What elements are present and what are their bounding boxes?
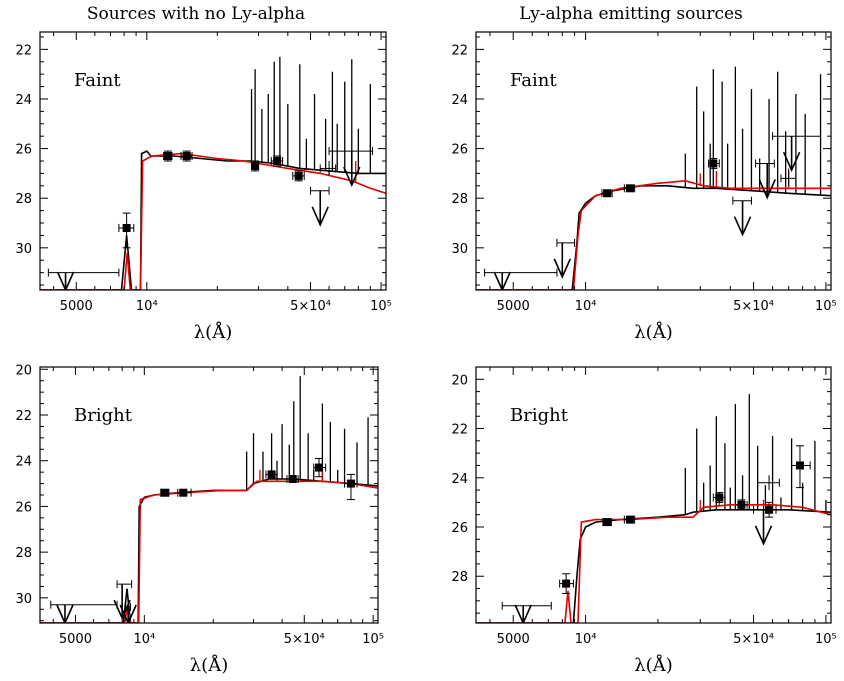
upper-limit-arrow xyxy=(514,604,532,623)
y-tick-label: 30 xyxy=(15,242,32,257)
x-axis-title: λ(Å) xyxy=(634,321,672,343)
x-tick-label: 5×10⁴ xyxy=(733,632,774,647)
data-point xyxy=(346,479,355,488)
data-point xyxy=(715,493,724,502)
data-point xyxy=(160,488,169,497)
chart-panel-3: 20 22 24 26 28 30 5000 10⁴ 5×10⁴ 10⁵ λ(Å) Bright xyxy=(15,363,384,676)
plot-frame xyxy=(475,366,832,624)
panel-label: Bright xyxy=(510,405,569,426)
upper-limit-arrow xyxy=(119,604,137,623)
y-tick-label: 26 xyxy=(15,500,32,515)
y-tick-label: 28 xyxy=(451,192,468,207)
y-tick-label: 28 xyxy=(451,570,468,585)
chart-panel-4: 20 22 24 26 28 5000 10⁴ 5×10⁴ 10⁵ λ(Å) Bright xyxy=(451,366,837,676)
sed-model-black xyxy=(40,478,378,623)
y-tick-label: 26 xyxy=(15,143,32,158)
upper-limit-arrow xyxy=(493,271,511,290)
data-point xyxy=(737,500,746,509)
sed-model-black xyxy=(476,185,831,290)
upper-limit-arrow xyxy=(758,179,776,200)
y-tick-label: 24 xyxy=(15,93,32,108)
sed-model-red xyxy=(476,179,831,290)
y-tick-label: 26 xyxy=(451,143,468,158)
plot-area xyxy=(476,66,831,290)
upper-limit-arrow xyxy=(343,166,361,188)
data-point xyxy=(294,171,303,180)
upper-limit-arrow xyxy=(311,206,329,227)
y-tick-label: 20 xyxy=(451,373,468,388)
sed-model-red xyxy=(40,480,378,623)
x-tick-label: 10⁵ xyxy=(815,299,837,314)
data-point xyxy=(182,152,191,161)
x-tick-label: 10⁵ xyxy=(370,299,392,314)
y-tick-label: 26 xyxy=(451,521,468,536)
upper-limit-arrow xyxy=(113,599,131,621)
data-point xyxy=(122,223,131,232)
panel-label: Faint xyxy=(74,70,121,91)
y-tick-label: 30 xyxy=(15,592,32,607)
data-point xyxy=(273,157,282,165)
x-axis-title: λ(Å) xyxy=(194,321,232,343)
y-tick-label: 22 xyxy=(15,409,32,424)
upper-limit-arrow xyxy=(553,258,572,279)
x-tick-label: 10⁵ xyxy=(815,632,837,647)
data-point xyxy=(625,515,634,524)
chart-panel-1: 22 24 26 28 30 5000 10⁴ 5×10⁴ 10⁵ λ(Å) Faint xyxy=(15,31,392,343)
x-tick-label: 10⁵ xyxy=(362,632,384,647)
sed-model-black xyxy=(40,150,386,290)
panel-label: Faint xyxy=(510,70,557,91)
x-tick-label: 10⁴ xyxy=(575,632,597,647)
y-tick-label: 22 xyxy=(451,43,468,58)
data-point xyxy=(603,189,612,198)
plot-area xyxy=(40,56,386,290)
y-tick-label: 28 xyxy=(15,546,32,561)
data-point xyxy=(562,579,571,588)
panel-label: Bright xyxy=(74,405,133,426)
chart-panel-2: 22 24 26 28 30 5000 10⁴ 5×10⁴ 10⁵ λ(Å) Faint xyxy=(451,31,837,343)
plot-area xyxy=(40,376,378,623)
x-tick-label: 5×10⁴ xyxy=(290,299,331,314)
sed-model-red xyxy=(40,152,386,290)
x-tick-label: 5×10⁴ xyxy=(733,299,774,314)
column-title-left: Sources with no Ly-alpha xyxy=(87,4,305,24)
data-point xyxy=(709,159,718,168)
x-tick-label: 5×10⁴ xyxy=(284,632,325,647)
y-tick-label: 20 xyxy=(15,363,32,378)
y-tick-label: 24 xyxy=(451,93,468,108)
data-point xyxy=(288,475,297,483)
upper-limit-arrow xyxy=(754,525,773,546)
y-tick-label: 24 xyxy=(15,455,32,470)
column-title-right: Ly-alpha emitting sources xyxy=(519,4,743,24)
x-tick-label: 5000 xyxy=(59,632,92,647)
x-tick-label: 5000 xyxy=(60,299,93,314)
data-point xyxy=(603,518,612,527)
data-point xyxy=(795,461,804,470)
y-tick-label: 22 xyxy=(451,423,468,438)
x-tick-label: 5000 xyxy=(497,299,530,314)
y-tick-label: 24 xyxy=(451,472,468,487)
upper-limit-arrow xyxy=(733,216,752,237)
x-tick-label: 5000 xyxy=(497,632,530,647)
data-point xyxy=(625,184,634,193)
y-tick-label: 22 xyxy=(15,43,32,58)
upper-limit-arrow xyxy=(56,271,75,290)
upper-limit-arrow xyxy=(782,151,801,173)
chart-panels: 22 24 26 28 30 5000 10⁴ 5×10⁴ 10⁵ λ(Å) Faint 22 24 26… xyxy=(15,31,837,676)
data-point xyxy=(315,463,324,472)
data-point xyxy=(179,488,188,497)
x-axis-title: λ(Å) xyxy=(190,654,228,676)
x-tick-label: 10⁴ xyxy=(133,632,155,647)
x-tick-label: 10⁴ xyxy=(136,299,158,314)
upper-limit-arrow xyxy=(56,604,74,623)
x-tick-label: 10⁴ xyxy=(575,299,597,314)
data-point xyxy=(163,152,172,161)
x-axis-title: λ(Å) xyxy=(634,654,672,676)
y-tick-label: 30 xyxy=(451,242,468,257)
plot-area xyxy=(476,394,831,623)
y-tick-label: 28 xyxy=(15,192,32,207)
data-point xyxy=(251,161,260,170)
data-point xyxy=(267,470,276,479)
